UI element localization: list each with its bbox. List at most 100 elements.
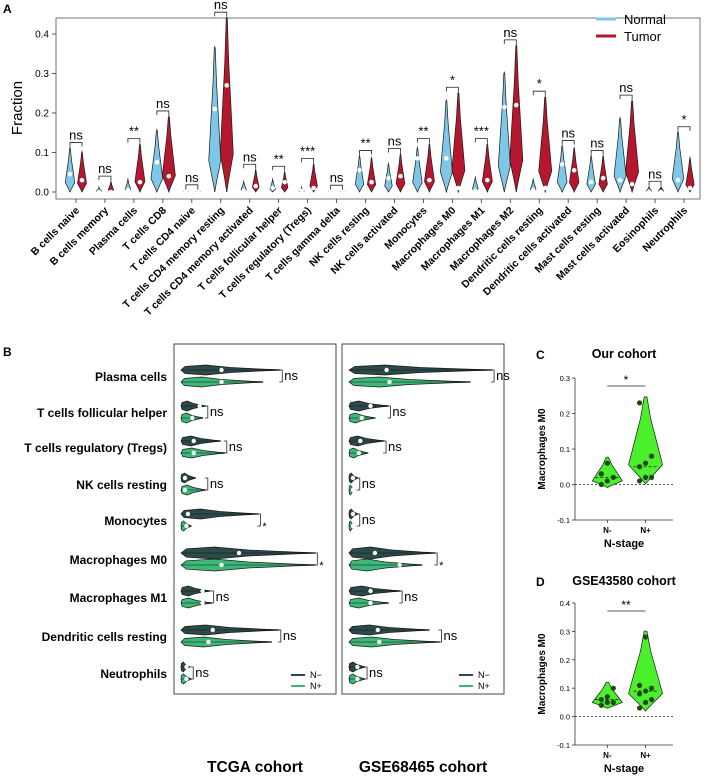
xtick-label: N- — [603, 526, 612, 535]
ytick-label: 0.3 — [560, 374, 570, 383]
data-point — [636, 691, 643, 697]
panel-label-a: A — [3, 2, 12, 16]
sig-label: ns — [648, 166, 662, 181]
panel-title: Our cohort — [592, 347, 657, 361]
sig-bracket — [503, 39, 517, 44]
data-point — [648, 685, 655, 691]
sig-bracket — [277, 629, 282, 643]
violin-N+ — [628, 630, 663, 712]
n-plus-median-dot — [200, 600, 205, 606]
sig-label: ns — [195, 665, 209, 680]
tumor-median-dot — [542, 185, 548, 191]
sig-label: ns — [284, 368, 298, 383]
tumor-median-dot — [253, 183, 259, 189]
sig-bracket — [677, 126, 691, 131]
sig-bracket — [438, 629, 442, 643]
sig-label: ns — [392, 404, 406, 419]
data-point — [642, 474, 649, 480]
n-minus-median-dot — [355, 664, 360, 670]
data-point — [604, 460, 610, 466]
sig-label: * — [262, 521, 267, 533]
panel-a-ytick-label: 0.2 — [35, 109, 49, 120]
panel-a-ylabel: Fraction — [9, 81, 26, 135]
n-plus-median-dot — [355, 676, 360, 682]
sig-bracket — [127, 138, 141, 143]
panel-label-c: C — [536, 348, 545, 362]
n-plus-median-dot — [206, 639, 211, 645]
xtick-label: N- — [603, 751, 612, 760]
n-plus-median-dot — [219, 562, 224, 568]
ytick-label: 0.4 — [560, 599, 570, 608]
sig-bracket — [434, 552, 438, 566]
n-plus-median-dot — [184, 523, 189, 529]
normal-violin — [586, 156, 596, 193]
panel-b-frame — [341, 343, 505, 695]
data-point — [610, 685, 616, 691]
data-point — [648, 474, 655, 480]
tumor-median-dot — [456, 185, 461, 191]
tumor-violin — [161, 116, 176, 194]
data-point — [642, 688, 649, 694]
panel-b-row-label: Macrophages M0 — [70, 553, 168, 567]
normal-median-dot — [386, 175, 391, 181]
sig-bracket — [399, 590, 403, 604]
sig-label: ns — [388, 439, 402, 454]
sig-label: ** — [129, 124, 139, 139]
sig-bracket — [417, 138, 430, 143]
sig-label: ** — [360, 135, 370, 150]
data-point — [604, 478, 610, 484]
normal-median-dot — [67, 171, 73, 177]
normal-median-dot — [588, 179, 594, 185]
n-minus-median-dot — [191, 438, 196, 444]
sig-label: * — [450, 72, 455, 87]
n-plus-median-dot — [359, 415, 364, 421]
sig-bracket — [387, 405, 391, 419]
n-plus-median-dot — [350, 487, 356, 493]
data-point — [598, 696, 604, 703]
panel-b-row-label: Neutrophils — [100, 667, 167, 681]
sig-bracket — [445, 86, 459, 92]
sig-bracket — [156, 110, 170, 115]
n-minus-median-dot — [210, 627, 215, 633]
tumor-median-dot — [658, 189, 664, 195]
tumor-violin — [625, 100, 639, 194]
panel-b-row-label: NK cells resting — [76, 478, 167, 492]
sig-bracket — [388, 148, 401, 153]
sig-bracket — [210, 590, 215, 604]
n-plus-median-dot — [368, 600, 373, 606]
data-point — [636, 682, 643, 688]
tumor-median-dot — [282, 179, 287, 185]
n-minus-median-dot — [200, 588, 205, 594]
sig-label: ns — [210, 476, 224, 491]
normal-median-dot — [183, 189, 189, 195]
n-minus-median-dot — [350, 511, 356, 517]
sig-bracket — [364, 666, 368, 680]
sig-bracket — [314, 552, 318, 566]
normal-violin — [613, 118, 627, 194]
data-point — [610, 699, 616, 706]
tumor-violin — [367, 158, 377, 193]
tumor-violin — [424, 144, 435, 193]
data-point — [636, 705, 643, 711]
legend-n-minus-label: N− — [478, 670, 490, 680]
data-point — [636, 478, 643, 484]
normal-median-dot — [501, 104, 507, 110]
panel-b-row-label: Plasma cells — [95, 370, 167, 384]
n-plus-median-dot — [182, 487, 188, 493]
panel-a-ytick-label: 0.0 — [35, 188, 49, 199]
panel-b-row-label: T cells regulatory (Tregs) — [24, 441, 167, 455]
normal-violin — [440, 100, 453, 194]
sig-label: ns — [214, 0, 228, 12]
normal-median-dot — [415, 156, 420, 161]
tumor-violin — [509, 45, 524, 193]
sig-bracket — [185, 184, 199, 189]
n-minus-median-dot — [358, 438, 363, 444]
sig-bracket — [491, 369, 495, 383]
n-plus-median-dot — [397, 562, 402, 568]
tumor-median-dot — [485, 177, 490, 183]
normal-median-dot — [270, 185, 275, 191]
sig-bracket — [257, 513, 261, 527]
normal-median-dot — [96, 189, 102, 195]
normal-median-dot — [241, 188, 247, 194]
tumor-violin — [538, 96, 553, 194]
